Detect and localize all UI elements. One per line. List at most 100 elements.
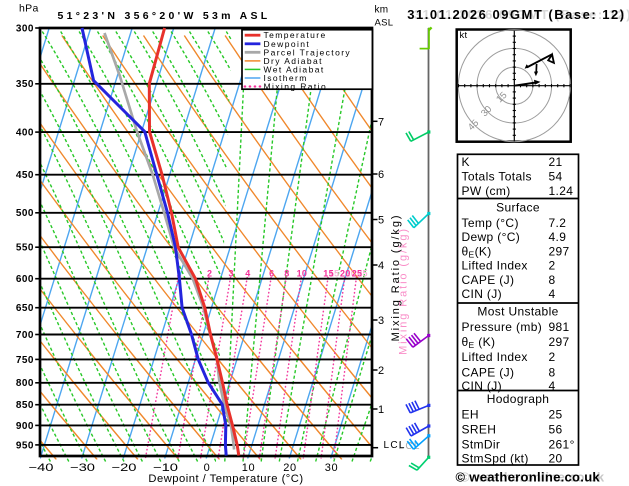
svg-text:Mixing Ratio: Mixing Ratio <box>264 82 328 92</box>
svg-text:56: 56 <box>549 422 563 436</box>
svg-text:Dry Adiabat: Dry Adiabat <box>264 56 323 66</box>
svg-text:20: 20 <box>340 269 351 279</box>
svg-text:4: 4 <box>549 379 556 393</box>
svg-text:350: 350 <box>16 79 34 90</box>
svg-text:kt: kt <box>460 30 468 41</box>
svg-text:650: 650 <box>16 303 34 314</box>
svg-text:2: 2 <box>549 259 556 273</box>
svg-text:2: 2 <box>378 365 384 377</box>
svg-text:25: 25 <box>357 269 368 279</box>
svg-text:500: 500 <box>16 208 34 219</box>
svg-text:StmDir: StmDir <box>462 437 501 451</box>
svg-text:25: 25 <box>352 269 363 279</box>
svg-text:Dewp (°C): Dewp (°C) <box>462 230 521 244</box>
svg-text:1.24: 1.24 <box>549 184 574 198</box>
svg-text:950: 950 <box>16 440 34 451</box>
svg-text:Surface: Surface <box>496 200 540 214</box>
svg-text:hPa: hPa <box>19 3 39 15</box>
svg-text:15: 15 <box>323 269 334 279</box>
svg-text:750: 750 <box>16 355 34 366</box>
svg-text:Mixing Ratio (g/kg): Mixing Ratio (g/kg) <box>398 227 410 355</box>
svg-text:ASL: ASL <box>375 18 394 29</box>
svg-text:31.01.2026 09GMT (Base: 12): 31.01.2026 09GMT (Base: 12) <box>407 7 625 22</box>
svg-text:Lifted Index: Lifted Index <box>462 259 528 273</box>
svg-text:297: 297 <box>549 335 570 349</box>
svg-text:Temp (°C): Temp (°C) <box>462 216 519 230</box>
svg-text:© weatheronline.co.uk: © weatheronline.co.uk <box>460 470 605 485</box>
svg-text:10: 10 <box>242 462 255 474</box>
svg-text:900: 900 <box>16 421 34 432</box>
svg-text:7.2: 7.2 <box>549 216 567 230</box>
svg-text:20: 20 <box>549 451 563 465</box>
svg-text:981: 981 <box>549 320 570 334</box>
svg-text:EH: EH <box>462 407 479 421</box>
svg-text:25: 25 <box>549 407 563 421</box>
svg-text:−40: −40 <box>29 462 54 474</box>
svg-text:297: 297 <box>549 244 570 258</box>
svg-text:4.9: 4.9 <box>549 230 567 244</box>
svg-text:31.01.2026 09GMT (Base: 12): 31.01.2026 09GMT (Base: 12) <box>414 7 629 22</box>
svg-text:2: 2 <box>549 350 556 364</box>
svg-text:© weatheronline.co.uk: © weatheronline.co.uk <box>456 470 601 485</box>
svg-text:20: 20 <box>283 462 296 474</box>
svg-text:SREH: SREH <box>462 422 497 436</box>
svg-text:Parcel Trajectory: Parcel Trajectory <box>264 47 352 57</box>
svg-text:450: 450 <box>16 170 34 181</box>
svg-text:3: 3 <box>229 269 234 279</box>
svg-text:K: K <box>462 155 470 169</box>
svg-text:6: 6 <box>378 169 384 181</box>
svg-text:800: 800 <box>16 378 34 389</box>
svg-text:Temperature: Temperature <box>264 30 327 40</box>
svg-text:Mixing Ratio (g/kg): Mixing Ratio (g/kg) <box>390 214 402 342</box>
svg-text:Dewpoint: Dewpoint <box>264 39 311 49</box>
svg-text:700: 700 <box>16 330 34 341</box>
svg-text:−20: −20 <box>112 462 137 474</box>
svg-text:−10: −10 <box>153 462 178 474</box>
svg-text:20: 20 <box>345 269 356 279</box>
svg-text:km: km <box>375 4 389 15</box>
svg-text:21: 21 <box>549 155 563 169</box>
svg-text:54: 54 <box>549 170 563 184</box>
svg-text:6: 6 <box>269 269 274 279</box>
svg-text:850: 850 <box>16 400 34 411</box>
svg-text:CAPE (J): CAPE (J) <box>462 273 515 287</box>
svg-text:Totals Totals: Totals Totals <box>462 170 532 184</box>
svg-text:Lifted Index: Lifted Index <box>462 350 528 364</box>
svg-text:2: 2 <box>207 269 212 279</box>
svg-text:Dewpoint / Temperature (°C): Dewpoint / Temperature (°C) <box>148 473 303 485</box>
svg-text:−30: −30 <box>70 462 95 474</box>
svg-text:1: 1 <box>378 404 384 416</box>
svg-text:Isotherm: Isotherm <box>264 73 308 83</box>
svg-text:3: 3 <box>378 315 384 327</box>
svg-text:0: 0 <box>204 462 211 474</box>
svg-text:θE (K): θE (K) <box>462 335 496 350</box>
svg-text:θE(K): θE(K) <box>462 244 492 259</box>
svg-text:LCL: LCL <box>399 441 421 452</box>
svg-text:8: 8 <box>549 273 556 287</box>
svg-text:4: 4 <box>245 269 250 279</box>
svg-text:Wet Adiabat: Wet Adiabat <box>264 64 325 74</box>
svg-text:8: 8 <box>549 366 556 380</box>
svg-text:CAPE (J): CAPE (J) <box>462 366 515 380</box>
svg-text:PW (cm): PW (cm) <box>462 184 511 198</box>
svg-text:30: 30 <box>325 462 338 474</box>
svg-text:51°23'N 356°20'W 53m ASL: 51°23'N 356°20'W 53m ASL <box>58 10 271 22</box>
svg-text:4: 4 <box>549 287 556 301</box>
svg-text:5: 5 <box>378 215 384 227</box>
svg-text:LCL: LCL <box>384 440 406 451</box>
svg-text:4: 4 <box>378 260 384 272</box>
svg-text:600: 600 <box>16 274 34 285</box>
svg-text:7: 7 <box>378 116 384 128</box>
svg-text:8: 8 <box>284 269 289 279</box>
svg-text:Pressure (mb): Pressure (mb) <box>462 320 543 334</box>
svg-text:15: 15 <box>329 269 340 279</box>
svg-text:300: 300 <box>16 23 34 34</box>
svg-text:CIN (J): CIN (J) <box>462 287 502 301</box>
svg-text:Hodograph: Hodograph <box>487 392 550 406</box>
svg-text:10: 10 <box>297 269 308 279</box>
svg-text:StmSpd (kt): StmSpd (kt) <box>462 451 529 465</box>
svg-text:Most Unstable: Most Unstable <box>477 304 558 318</box>
svg-text:261°: 261° <box>549 437 575 451</box>
svg-text:400: 400 <box>16 128 34 139</box>
svg-text:CIN (J): CIN (J) <box>462 379 502 393</box>
